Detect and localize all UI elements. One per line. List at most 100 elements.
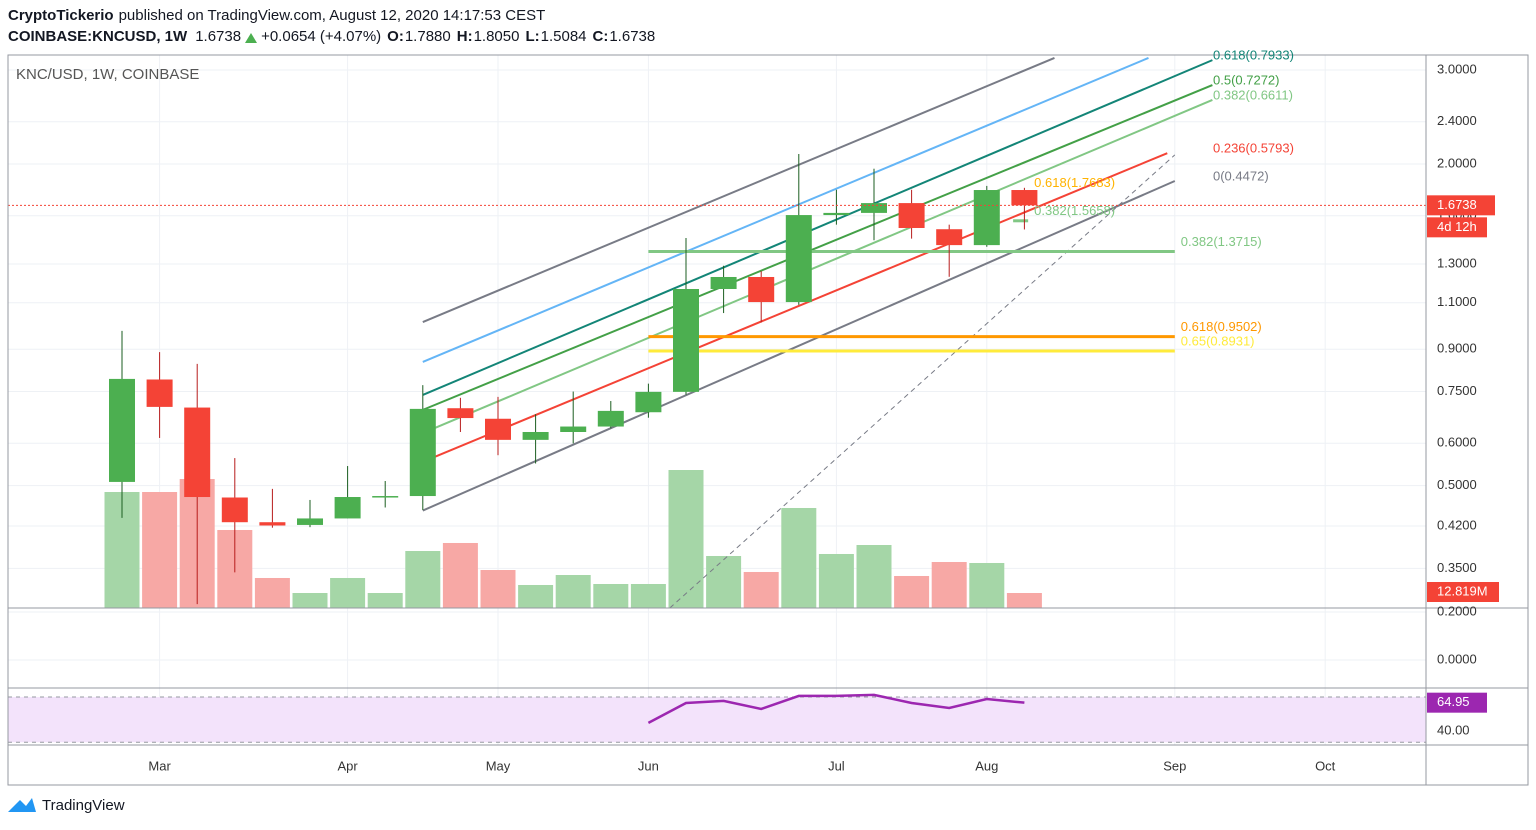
volume-bar — [818, 553, 854, 608]
grid — [8, 55, 1426, 745]
brand: TradingView — [42, 797, 125, 814]
last-price-label: 1.6738 — [1437, 197, 1477, 212]
volume-bar — [518, 584, 554, 608]
ohlc-value: 1.6738 — [609, 28, 655, 45]
chart-title: KNC/USD, 1W, COINBASE — [16, 66, 199, 83]
candle-body — [184, 407, 211, 498]
ohlc-key: O: — [387, 28, 404, 45]
volume-label: 12.819M — [1437, 583, 1488, 598]
x-tick-label: Aug — [975, 758, 998, 773]
ohlc-key: L: — [525, 28, 539, 45]
volume-bar — [405, 551, 441, 608]
ohlc-value: 1.5084 — [541, 28, 587, 45]
candle-body — [297, 518, 324, 525]
publish-line: CryptoTickerio published on TradingView.c… — [8, 7, 545, 24]
volume-bar — [894, 575, 930, 608]
candle-body — [485, 418, 512, 440]
trend-line — [422, 99, 1213, 435]
rsi-value-label: 64.95 — [1437, 694, 1470, 709]
y-tick-label: 0.5000 — [1437, 477, 1477, 492]
volume-bar — [292, 592, 328, 608]
fib-level-label: 0.382(1.5658) — [1034, 203, 1115, 218]
fib-level-label: 0.382(1.3715) — [1181, 234, 1262, 249]
volume-bar — [330, 577, 366, 608]
candle-body — [973, 190, 1000, 246]
candle-body — [710, 276, 737, 289]
y-tick-label: 1.3000 — [1437, 255, 1477, 270]
candle-body — [785, 215, 812, 303]
fib-label: 0.618(0.7933) — [1213, 48, 1294, 63]
trend-line — [422, 56, 1055, 323]
labels: Mar Apr May Jun Jul Aug Sep Oct 3.0000 2.4000 2.00… — [148, 48, 1499, 773]
volume-bar — [254, 577, 290, 608]
fib-label: 0.382(0.6611) — [1213, 87, 1293, 102]
x-tick-label: Apr — [337, 758, 358, 773]
trend-line — [422, 180, 1176, 512]
countdown-box — [1427, 217, 1487, 238]
volume-bar — [442, 542, 478, 608]
candle-body — [560, 426, 587, 432]
volume-bar — [630, 583, 666, 608]
volume-bar — [931, 562, 967, 608]
rsi-band — [8, 696, 1426, 743]
symbol-line: COINBASE:KNCUSD, 1W 1.6738 +0.0654 (+4.07%… — [8, 28, 655, 45]
author: CryptoTickerio — [8, 7, 114, 24]
candle-body — [409, 408, 436, 497]
rsi-value-box — [1427, 692, 1487, 713]
candle-body — [823, 212, 850, 216]
ohlc-value: 1.8050 — [474, 28, 520, 45]
rsi-line — [647, 693, 1025, 725]
volume-bar — [593, 583, 629, 608]
trend-line — [422, 59, 1213, 396]
candle-body — [898, 203, 925, 228]
candle-body — [522, 431, 549, 440]
trend-line — [422, 84, 1213, 411]
published: published on TradingView.com, August 12,… — [119, 7, 546, 24]
ohlc-value: 1.7880 — [405, 28, 451, 45]
countdown-label: 4d 12h — [1437, 219, 1477, 234]
rsi-pane — [8, 693, 1426, 743]
candle-body — [936, 229, 963, 246]
volume-bar — [781, 507, 817, 608]
y-tick-label: 2.4000 — [1437, 113, 1477, 128]
volume-label-box — [1427, 582, 1499, 602]
trend-line — [422, 56, 1149, 363]
up-arrow — [245, 33, 257, 43]
candle-body — [635, 391, 662, 413]
x-tick-label: Oct — [1315, 758, 1336, 773]
volume-bar — [969, 562, 1005, 608]
candle-body — [1011, 190, 1038, 206]
candle-body — [447, 408, 474, 419]
fib-level-label: 0.618(1.7683) — [1034, 175, 1115, 190]
y-tick-label: 3.0000 — [1437, 61, 1477, 76]
x-tick-label: Jun — [638, 758, 659, 773]
candle-body — [748, 276, 775, 303]
y-tick-label: 0.9000 — [1437, 341, 1477, 356]
volume-bar — [1006, 592, 1042, 608]
fib-label: 0.236(0.5793) — [1213, 141, 1294, 156]
last-price-box — [1427, 195, 1495, 216]
x-tick-label: Mar — [148, 758, 171, 773]
chart-frame — [7, 54, 1529, 786]
ohlc-key: H: — [457, 28, 473, 45]
y-tick-label: 1.1000 — [1437, 294, 1477, 309]
last-price: 1.6738 — [195, 28, 241, 45]
candle-body — [259, 522, 286, 526]
fib-label: 0(0.4472) — [1213, 168, 1269, 183]
candle-body — [334, 497, 361, 519]
volume-bar — [706, 555, 742, 608]
fib-label: 0.5(0.7272) — [1213, 73, 1280, 88]
y-tick-label: 0.0000 — [1437, 651, 1477, 666]
candle-body — [146, 379, 173, 407]
fib-level-label: 0.65(0.8931) — [1181, 333, 1255, 348]
volume-bar — [856, 544, 892, 608]
candle-body — [672, 288, 699, 392]
y-tick-label: 0.3500 — [1437, 560, 1477, 575]
price-pane — [8, 56, 1426, 608]
volume-bar — [668, 470, 704, 608]
volume-bar — [367, 592, 403, 608]
y-tick-label: 0.7500 — [1437, 383, 1477, 398]
volume-bar — [743, 571, 779, 608]
volume-bar — [555, 575, 591, 608]
